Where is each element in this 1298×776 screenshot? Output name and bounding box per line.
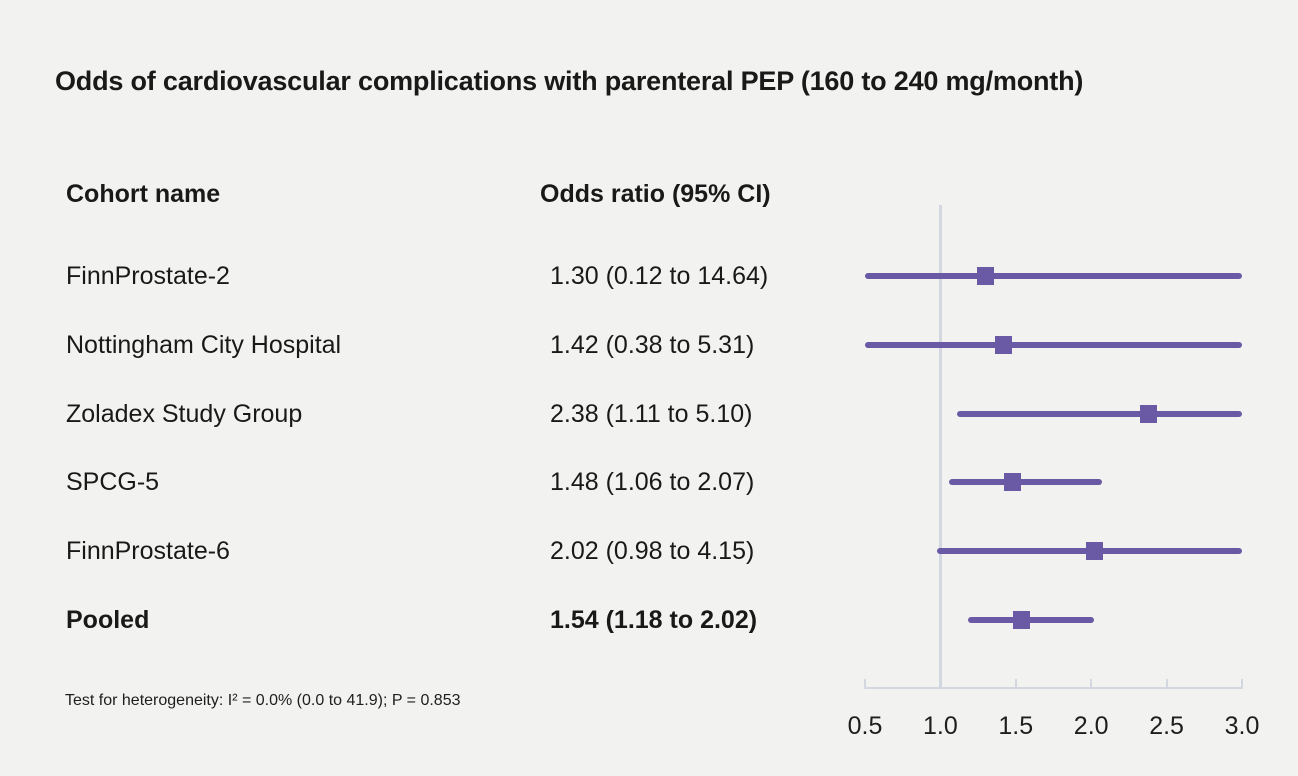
odds-ratio-value: 1.30 (0.12 to 14.64) [550,262,769,290]
point-estimate-marker [1004,473,1022,491]
point-estimate-marker [1140,405,1157,423]
cohort-column-header: Cohort name [66,180,221,208]
x-axis-tick [1165,679,1168,687]
x-axis-tick [864,679,866,687]
x-axis-tick-label: 1.0 [923,712,958,740]
x-axis-tick-label: 1.5 [998,712,1034,740]
x-axis-tick-label: 3.0 [1224,712,1260,740]
odds-ratio-value: 2.38 (1.11 to 5.10) [550,400,753,428]
cohort-name: SPCG-5 [66,468,160,496]
cohort-name: FinnProstate-2 [66,262,230,290]
x-axis-line [864,687,1243,689]
x-axis-tick-label: 2.0 [1073,712,1109,740]
point-estimate-marker [977,267,995,285]
point-estimate-marker [995,336,1013,354]
confidence-interval-line [949,479,1102,485]
x-axis-tick [1014,679,1017,687]
odds-ratio-value: 1.42 (0.38 to 5.31) [550,331,755,359]
cohort-name: Zoladex Study Group [66,400,303,428]
chart-title: Odds of cardiovascular complications wit… [55,66,1084,96]
confidence-interval-line [865,342,1242,348]
x-axis-tick [1241,679,1243,687]
x-axis-tick [939,679,942,687]
cohort-name: Nottingham City Hospital [66,331,342,359]
odds-ratio-value: 1.54 (1.18 to 2.02) [550,606,758,634]
odds-ratio-column-header: Odds ratio (95% CI) [540,180,771,208]
odds-ratio-value: 2.02 (0.98 to 4.15) [550,537,755,565]
x-axis-tick-label: 0.5 [847,712,883,740]
heterogeneity-footnote: Test for heterogeneity: I² = 0.0% (0.0 t… [65,692,461,709]
point-estimate-marker [1013,611,1031,629]
odds-ratio-value: 1.48 (1.06 to 2.07) [550,468,755,496]
confidence-interval-line [865,273,1242,279]
confidence-interval-line [967,617,1095,623]
x-axis-tick [1090,679,1093,687]
cohort-name: FinnProstate-6 [66,537,230,565]
x-axis-tick-label: 2.5 [1149,712,1184,740]
point-estimate-marker [1085,542,1103,560]
cohort-name: Pooled [66,606,150,634]
reference-line-or-1 [938,205,942,689]
confidence-interval-line [956,411,1242,417]
